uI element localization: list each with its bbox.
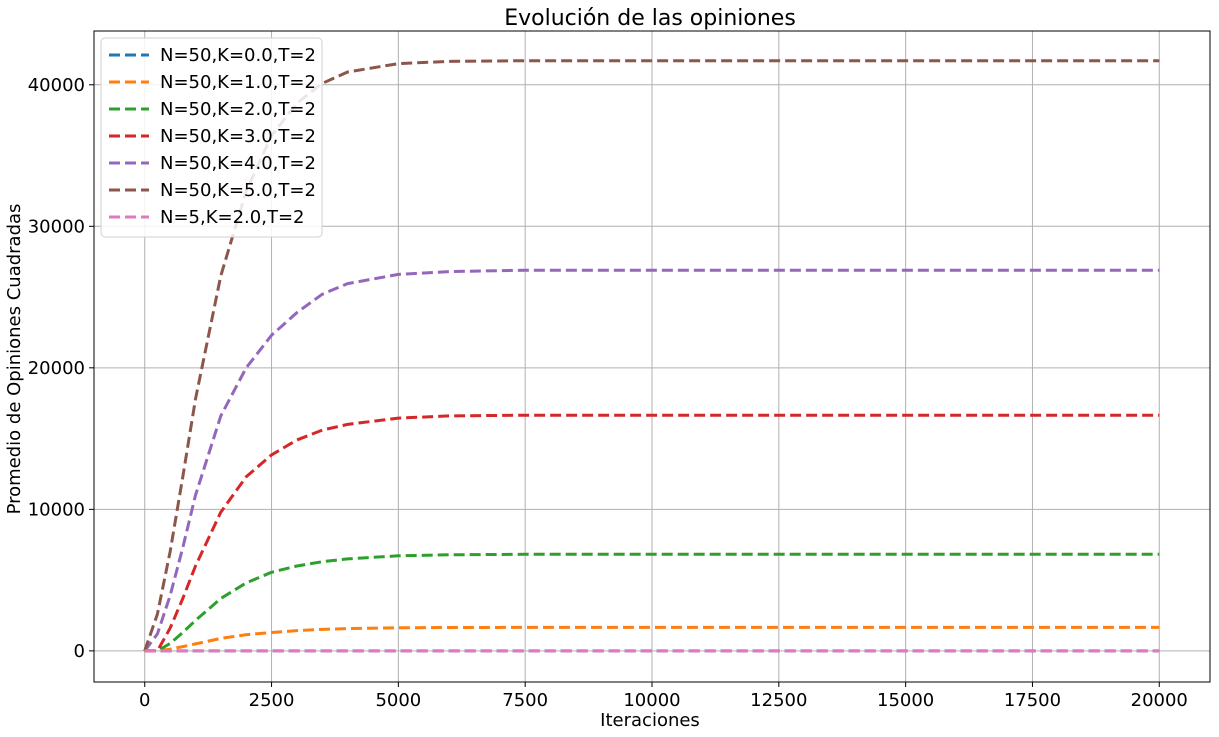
series-line-5 — [143, 268, 1160, 652]
chart-title: Evolución de las opiniones — [504, 6, 796, 31]
series-lines — [143, 59, 1160, 653]
series-line-3 — [144, 552, 1160, 653]
legend-label: N=50,K=5.0,T=2 — [160, 180, 316, 201]
x-tick-label: 10000 — [623, 690, 680, 711]
legend: N=50,K=0.0,T=2 N=50,K=1.0,T=2 N=50,K=2.0,T… — [100, 37, 323, 238]
legend-label: N=5,K=2.0,T=2 — [160, 207, 304, 228]
x-tick-label: 20000 — [1131, 690, 1188, 711]
legend-box — [100, 37, 323, 238]
series-line-6 — [143, 59, 1160, 652]
x-axis-label: Iteraciones — [600, 710, 700, 731]
legend-label: N=50,K=0.0,T=2 — [160, 45, 316, 66]
series-line-2 — [144, 625, 1160, 653]
legend-label: N=50,K=1.0,T=2 — [160, 72, 316, 93]
y-tick-label: 10000 — [28, 499, 85, 520]
x-tick-label: 2500 — [249, 690, 295, 711]
y-tick-label: 40000 — [28, 75, 85, 96]
y-tick-label: 30000 — [28, 216, 85, 237]
legend-label: N=50,K=3.0,T=2 — [160, 126, 316, 147]
x-tick-label: 15000 — [877, 690, 934, 711]
legend-label: N=50,K=4.0,T=2 — [160, 153, 316, 174]
y-tick-label: 20000 — [28, 358, 85, 379]
x-tick-label: 5000 — [375, 690, 421, 711]
axis-ticks: 0 2500 5000 7500 10000 12500 15000 17500 20000 0 1… — [28, 75, 1188, 711]
x-tick-label: 7500 — [502, 690, 548, 711]
x-tick-label: 12500 — [750, 690, 807, 711]
grid — [94, 31, 1210, 682]
y-tick-label: 0 — [74, 641, 85, 662]
series-line-4 — [144, 413, 1160, 653]
x-tick-label: 0 — [139, 690, 150, 711]
x-tick-label: 17500 — [1004, 690, 1061, 711]
y-axis-label: Promedio de Opiniones Cuadradas — [4, 204, 25, 515]
legend-label: N=50,K=2.0,T=2 — [160, 99, 316, 120]
